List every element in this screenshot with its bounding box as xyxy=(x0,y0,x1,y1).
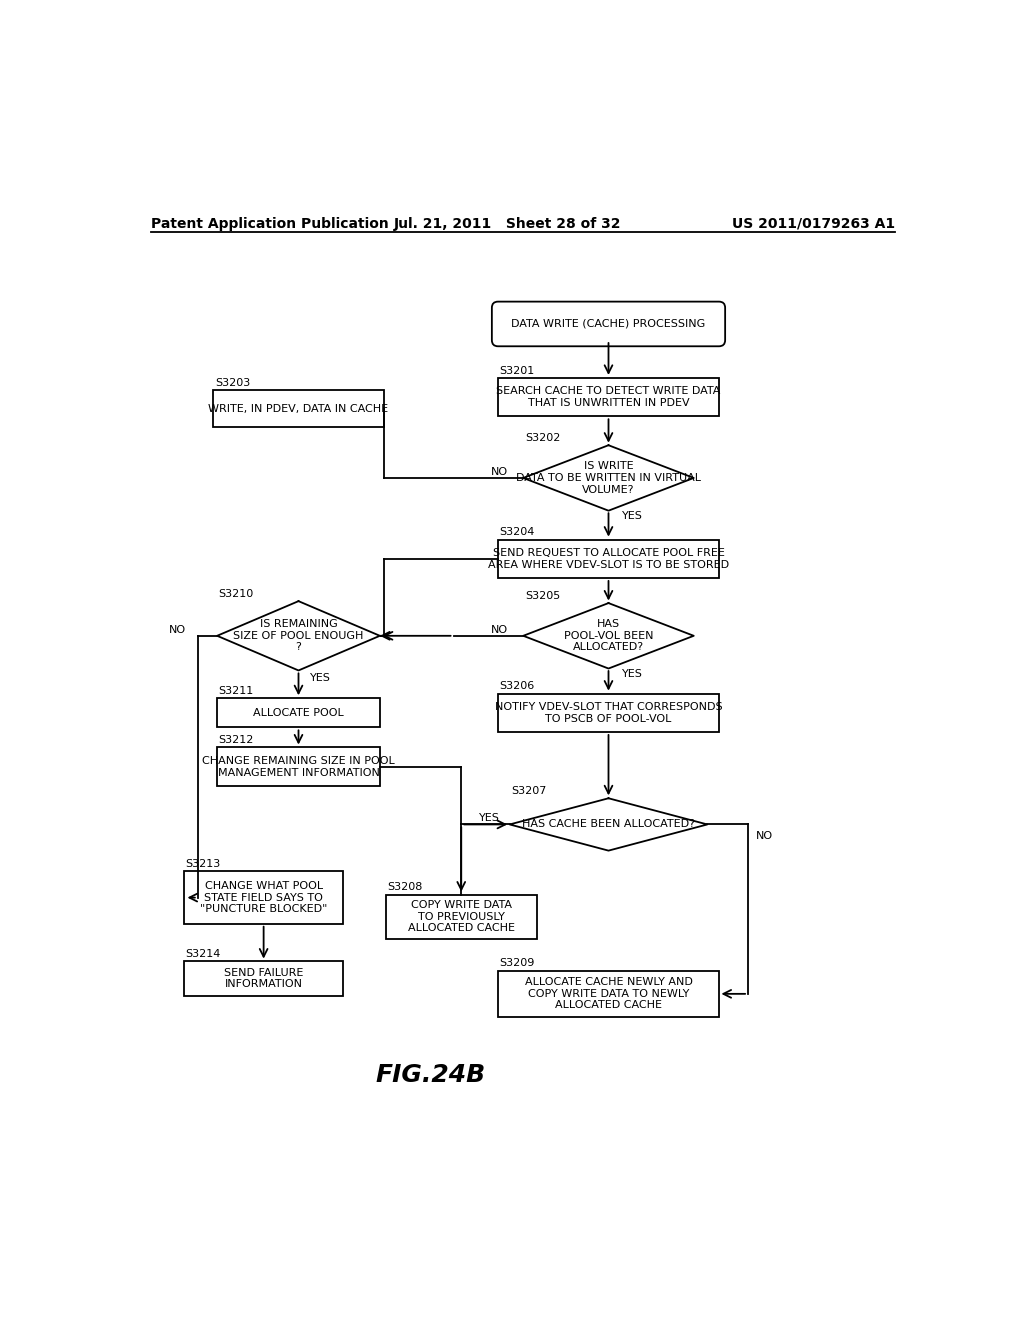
Text: YES: YES xyxy=(479,813,500,824)
Text: S3208: S3208 xyxy=(387,882,423,892)
Polygon shape xyxy=(217,601,380,671)
Text: HAS
POOL-VOL BEEN
ALLOCATED?: HAS POOL-VOL BEEN ALLOCATED? xyxy=(564,619,653,652)
Text: DATA WRITE (CACHE) PROCESSING: DATA WRITE (CACHE) PROCESSING xyxy=(511,319,706,329)
FancyBboxPatch shape xyxy=(492,302,725,346)
Bar xyxy=(184,871,343,924)
Text: S3211: S3211 xyxy=(219,686,254,696)
Text: Jul. 21, 2011   Sheet 28 of 32: Jul. 21, 2011 Sheet 28 of 32 xyxy=(394,216,622,231)
Text: SEND FAILURE
INFORMATION: SEND FAILURE INFORMATION xyxy=(224,968,303,989)
Polygon shape xyxy=(510,799,708,850)
Bar xyxy=(217,698,380,727)
Text: YES: YES xyxy=(310,673,331,684)
Text: ALLOCATE POOL: ALLOCATE POOL xyxy=(253,708,344,718)
Text: S3203: S3203 xyxy=(215,378,250,388)
Text: S3206: S3206 xyxy=(500,681,535,692)
Polygon shape xyxy=(523,445,693,511)
Bar xyxy=(217,747,380,785)
Text: SEND REQUEST TO ALLOCATE POOL FREE
AREA WHERE VDEV-SLOT IS TO BE STORED: SEND REQUEST TO ALLOCATE POOL FREE AREA … xyxy=(488,548,729,570)
Text: NO: NO xyxy=(169,624,186,635)
Text: S3202: S3202 xyxy=(524,433,560,444)
Text: NOTIFY VDEV-SLOT THAT CORRESPONDS
TO PSCB OF POOL-VOL: NOTIFY VDEV-SLOT THAT CORRESPONDS TO PSC… xyxy=(495,702,722,723)
Text: CHANGE REMAINING SIZE IN POOL
MANAGEMENT INFORMATION: CHANGE REMAINING SIZE IN POOL MANAGEMENT… xyxy=(202,756,395,777)
Text: SEARCH CACHE TO DETECT WRITE DATA
THAT IS UNWRITTEN IN PDEV: SEARCH CACHE TO DETECT WRITE DATA THAT I… xyxy=(497,387,721,408)
Text: IS WRITE
DATA TO BE WRITTEN IN VIRTUAL
VOLUME?: IS WRITE DATA TO BE WRITTEN IN VIRTUAL V… xyxy=(516,462,701,495)
Bar xyxy=(498,970,719,1016)
Text: IS REMAINING
SIZE OF POOL ENOUGH
?: IS REMAINING SIZE OF POOL ENOUGH ? xyxy=(233,619,364,652)
Text: US 2011/0179263 A1: US 2011/0179263 A1 xyxy=(732,216,895,231)
Bar xyxy=(498,693,719,733)
Text: Patent Application Publication: Patent Application Publication xyxy=(152,216,389,231)
Text: FIG.24B: FIG.24B xyxy=(375,1063,485,1086)
Text: WRITE, IN PDEV, DATA IN CACHE: WRITE, IN PDEV, DATA IN CACHE xyxy=(209,404,388,413)
Text: S3205: S3205 xyxy=(524,591,560,601)
Text: S3212: S3212 xyxy=(219,735,254,744)
Text: ALLOCATE CACHE NEWLY AND
COPY WRITE DATA TO NEWLY
ALLOCATED CACHE: ALLOCATE CACHE NEWLY AND COPY WRITE DATA… xyxy=(524,977,692,1010)
Text: HAS CACHE BEEN ALLOCATED?: HAS CACHE BEEN ALLOCATED? xyxy=(522,820,695,829)
Text: S3214: S3214 xyxy=(185,949,221,958)
Text: S3204: S3204 xyxy=(500,527,535,537)
Text: S3207: S3207 xyxy=(511,785,547,796)
Bar xyxy=(386,895,537,940)
Text: COPY WRITE DATA
TO PREVIOUSLY
ALLOCATED CACHE: COPY WRITE DATA TO PREVIOUSLY ALLOCATED … xyxy=(408,900,515,933)
Text: NO: NO xyxy=(490,467,508,477)
Text: NO: NO xyxy=(490,624,508,635)
Text: YES: YES xyxy=(623,511,643,521)
Text: CHANGE WHAT POOL
STATE FIELD SAYS TO
"PUNCTURE BLOCKED": CHANGE WHAT POOL STATE FIELD SAYS TO "PU… xyxy=(200,880,328,915)
Text: YES: YES xyxy=(623,669,643,680)
Text: S3201: S3201 xyxy=(500,366,535,376)
Text: S3209: S3209 xyxy=(500,958,535,969)
Text: NO: NO xyxy=(756,832,773,841)
Polygon shape xyxy=(523,603,693,668)
Text: S3210: S3210 xyxy=(219,589,254,599)
Text: S3213: S3213 xyxy=(185,859,221,869)
Bar xyxy=(213,391,384,428)
Bar xyxy=(498,540,719,578)
Bar xyxy=(498,378,719,416)
Bar xyxy=(184,961,343,995)
